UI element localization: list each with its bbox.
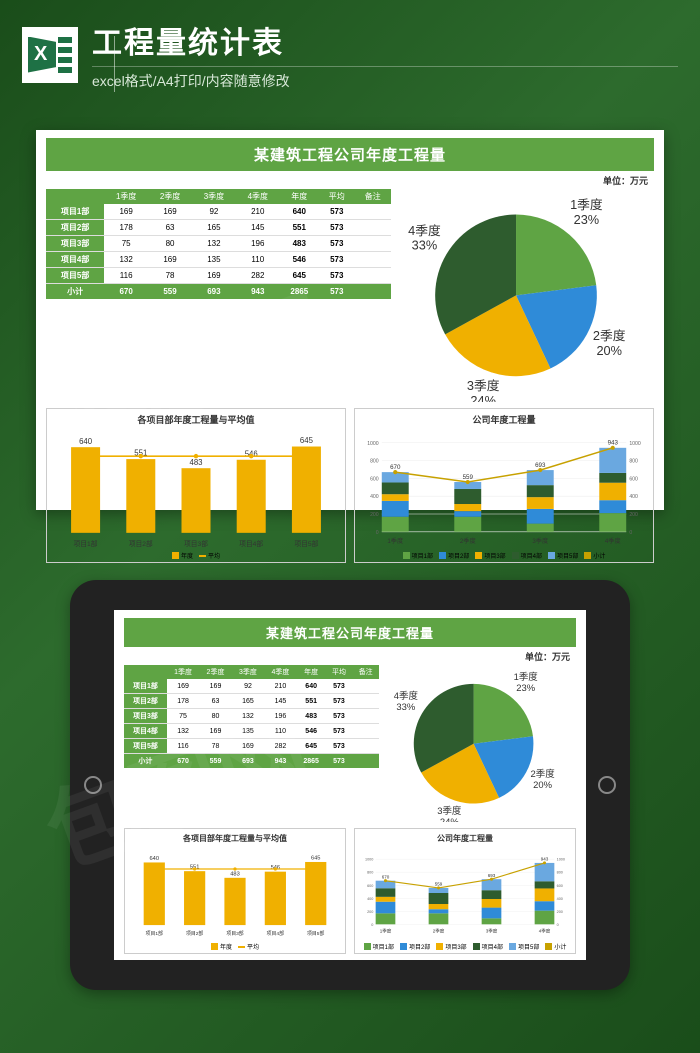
svg-text:项目5部: 项目5部 [307,930,324,937]
svg-text:200: 200 [629,512,638,518]
page-subtitle: excel格式/A4打印/内容随意修改 [92,66,678,91]
svg-text:800: 800 [629,458,638,464]
svg-text:645: 645 [300,436,314,445]
report-unit: 单位：万元 [124,647,576,665]
excel-icon [22,27,78,83]
svg-text:项目3部: 项目3部 [226,930,243,937]
svg-text:20%: 20% [533,780,552,791]
svg-text:483: 483 [230,872,240,878]
svg-text:24%: 24% [440,817,459,823]
svg-text:1000: 1000 [629,441,641,447]
page-title: 工程量统计表 [92,18,678,62]
data-table: 1季度2季度3季度4季度年度平均备注项目1部16916992210640573项… [46,189,391,402]
svg-text:670: 670 [390,464,401,471]
svg-text:项目2部: 项目2部 [186,930,203,937]
svg-text:483: 483 [189,458,202,467]
svg-text:3季度: 3季度 [532,537,548,545]
svg-text:1季度: 1季度 [380,928,392,935]
bar-chart: 各项目部年度工程量与平均值 640项目1部551项目2部483项目3部546项目… [124,828,346,954]
svg-text:项目4部: 项目4部 [239,539,263,548]
report-title: 某建筑工程公司年度工程量 [124,618,576,647]
svg-text:693: 693 [535,462,546,469]
svg-text:项目1部: 项目1部 [146,930,163,937]
svg-text:943: 943 [541,857,549,862]
stacked-chart: 公司年度工程量 00200200400400600600800800100010… [354,408,654,564]
preview-card-sheet: 某建筑工程公司年度工程量 单位：万元 1季度2季度3季度4季度年度平均备注项目1… [36,130,664,510]
svg-text:项目4部: 项目4部 [267,930,284,937]
report-unit: 单位：万元 [46,171,654,189]
svg-text:693: 693 [488,873,496,878]
svg-text:943: 943 [608,439,619,446]
svg-text:0: 0 [629,530,632,536]
svg-text:3季度: 3季度 [467,378,500,393]
page-header: 工程量统计表 excel格式/A4打印/内容随意修改 [22,18,678,91]
data-table: 1季度2季度3季度4季度年度平均备注项目1部16916992210640573项… [124,665,379,822]
svg-text:600: 600 [367,884,373,888]
svg-text:600: 600 [370,476,379,482]
svg-text:4季度: 4季度 [394,690,419,702]
svg-text:559: 559 [463,474,474,481]
svg-text:33%: 33% [396,702,415,713]
svg-text:1000: 1000 [367,441,379,447]
pie-chart: 1季度 23% 2季度 20% 3季度 24% 4季度 33% [399,189,654,402]
svg-text:23%: 23% [573,212,599,227]
svg-text:200: 200 [367,910,373,914]
svg-text:项目3部: 项目3部 [184,539,208,548]
svg-text:400: 400 [367,897,373,901]
svg-text:2季度: 2季度 [593,328,626,343]
svg-text:4季度: 4季度 [539,928,551,935]
svg-text:3季度: 3季度 [486,928,498,935]
svg-text:23%: 23% [516,683,535,694]
svg-text:项目1部: 项目1部 [74,539,98,548]
svg-text:项目2部: 项目2部 [129,539,153,548]
svg-text:640: 640 [79,437,93,446]
svg-text:600: 600 [629,476,638,482]
report-title: 某建筑工程公司年度工程量 [46,138,654,171]
svg-text:400: 400 [557,897,563,901]
svg-text:670: 670 [382,875,390,880]
bar-chart: 各项目部年度工程量与平均值 640项目1部551项目2部483项目3部546项目… [46,408,346,564]
svg-text:1季度: 1季度 [387,537,403,545]
svg-text:600: 600 [557,884,563,888]
svg-text:200: 200 [370,512,379,518]
svg-text:400: 400 [370,494,379,500]
svg-text:1季度: 1季度 [514,671,539,683]
svg-text:645: 645 [311,856,321,862]
svg-text:559: 559 [435,882,443,887]
svg-text:0: 0 [376,530,379,536]
svg-text:2季度: 2季度 [531,768,556,780]
svg-text:4季度: 4季度 [605,537,621,545]
svg-text:1季度: 1季度 [570,197,603,212]
svg-text:2季度: 2季度 [433,928,445,935]
tablet-camera-icon [84,776,102,794]
tablet-home-button [598,776,616,794]
svg-text:200: 200 [557,910,563,914]
svg-text:800: 800 [367,871,373,875]
svg-text:640: 640 [150,856,160,862]
preview-card-tablet: 某建筑工程公司年度工程量 单位：万元 1季度2季度3季度4季度年度平均备注项目1… [70,580,630,990]
svg-text:1000: 1000 [365,858,373,862]
svg-text:24%: 24% [470,393,496,402]
svg-text:0: 0 [371,923,373,927]
svg-text:800: 800 [370,458,379,464]
svg-text:20%: 20% [596,343,622,358]
svg-text:400: 400 [629,494,638,500]
pie-chart: 1季度 23% 2季度 20% 3季度 24% 4季度 33% [387,665,576,822]
svg-text:2季度: 2季度 [460,537,476,545]
svg-text:1000: 1000 [557,858,565,862]
svg-text:4季度: 4季度 [408,223,441,238]
svg-text:33%: 33% [411,238,437,253]
svg-text:800: 800 [557,871,563,875]
svg-text:0: 0 [557,923,559,927]
svg-text:项目5部: 项目5部 [295,539,319,548]
stacked-chart: 公司年度工程量 00200200400400600600800800100010… [354,828,576,954]
svg-text:3季度: 3季度 [437,805,462,817]
